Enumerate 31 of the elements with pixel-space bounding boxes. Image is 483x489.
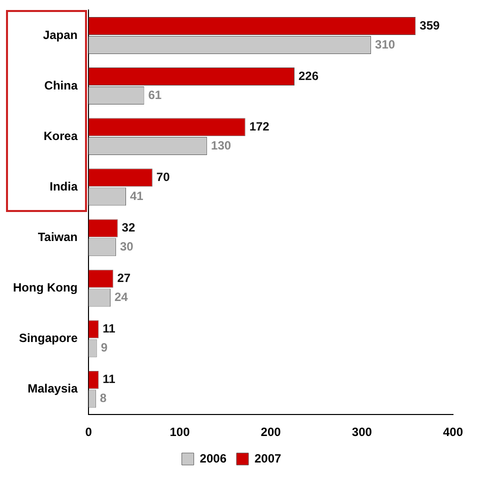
- y-tick-label: Japan: [42, 28, 78, 42]
- y-tick-label: Malaysia: [28, 382, 78, 396]
- data-label: 359: [420, 18, 440, 32]
- data-label: 11: [102, 322, 116, 336]
- legend-label: 2006: [200, 451, 227, 466]
- data-label: 41: [130, 188, 144, 203]
- data-label: 30: [120, 239, 134, 254]
- legend-label: 2007: [254, 451, 282, 466]
- y-tick-label: Korea: [44, 128, 78, 143]
- y-tick-label: Taiwan: [38, 230, 78, 244]
- data-label: 310: [375, 37, 396, 52]
- y-tick-label: Hong Kong: [12, 280, 78, 295]
- data-label: 11: [102, 372, 116, 386]
- x-tick-label: 0: [85, 425, 92, 440]
- x-tick-label: 300: [352, 425, 372, 440]
- data-label: 32: [122, 220, 136, 235]
- x-tick-label: 100: [170, 425, 190, 440]
- y-tick-label: India: [50, 179, 78, 194]
- data-label: 27: [117, 271, 131, 286]
- data-label: 61: [148, 88, 162, 102]
- data-label: 70: [156, 170, 170, 184]
- data-label: 8: [100, 391, 107, 406]
- y-tick-label: China: [44, 78, 78, 92]
- data-label: 172: [249, 119, 270, 134]
- x-tick-label: 200: [260, 425, 282, 440]
- data-label: 9: [100, 340, 108, 355]
- data-label: 24: [114, 290, 128, 304]
- x-tick-label: 400: [442, 425, 464, 440]
- data-label: 130: [211, 138, 232, 152]
- y-tick-label: Singapore: [18, 331, 78, 346]
- data-label: 226: [298, 68, 319, 83]
